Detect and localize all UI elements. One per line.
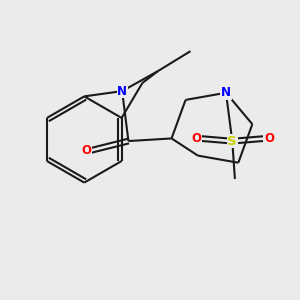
Text: O: O: [264, 132, 274, 145]
Text: N: N: [221, 86, 231, 99]
Text: O: O: [81, 144, 92, 157]
Text: O: O: [191, 132, 202, 145]
Text: S: S: [227, 135, 237, 148]
Text: N: N: [117, 85, 127, 98]
